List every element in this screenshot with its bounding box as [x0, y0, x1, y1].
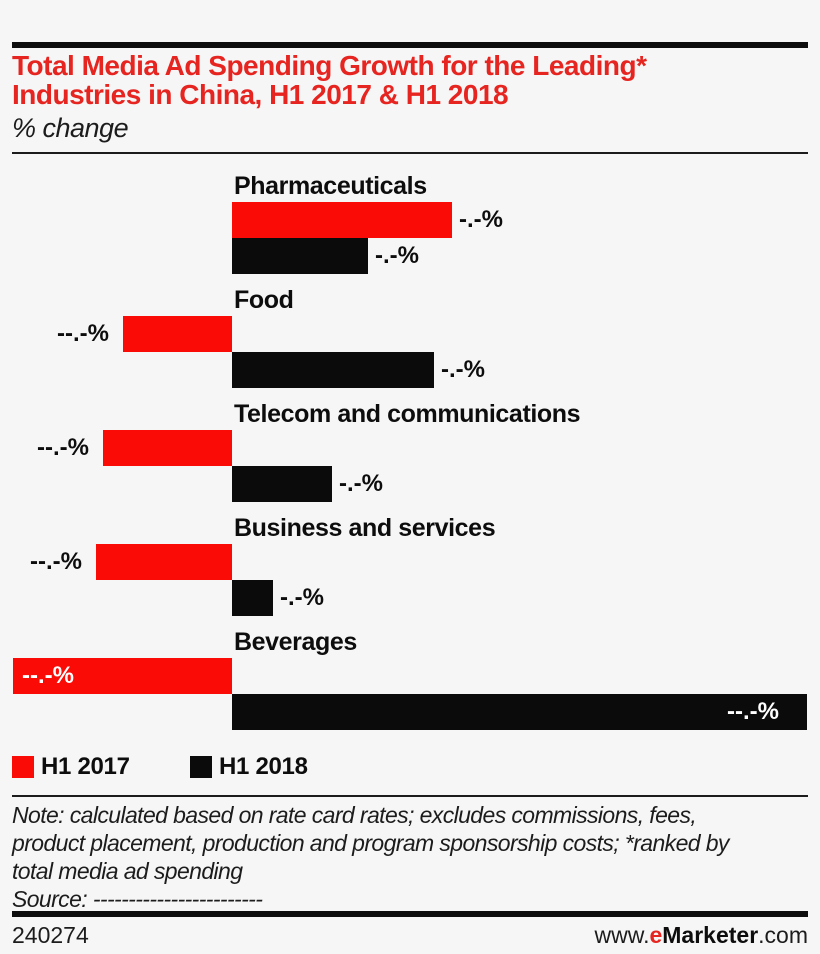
- value-label-h1-2017-beverages: --.-%: [22, 662, 74, 689]
- value-label-h1-2018-beverages: --.-%: [727, 698, 779, 725]
- footnote-line-3: total media ad spending: [12, 858, 243, 884]
- bar-h1-2018-beverages: [232, 694, 807, 730]
- legend-swatch-h1-2017: [12, 756, 34, 778]
- bar-h1-2017-beverages: [13, 658, 232, 694]
- chart-title-line2: Industries in China, H1 2017 & H1 2018: [12, 79, 509, 110]
- footnote-line-1: Note: calculated based on rate card rate…: [12, 802, 697, 828]
- footer: 240274 www.eMarketer.com: [12, 922, 808, 950]
- category-label-business-and-services: Business and services: [234, 514, 496, 542]
- value-label-h1-2017-food: --.-%: [57, 320, 109, 347]
- bar-h1-2018-business-and-services: [232, 580, 273, 616]
- value-label-h1-2018-food: -.-%: [441, 356, 485, 383]
- website-url-www: www.: [594, 922, 650, 948]
- value-label-h1-2018-pharmaceuticals: -.-%: [375, 242, 419, 269]
- bar-h1-2017-food: [123, 316, 232, 352]
- legend-label-h1-2017: H1 2017: [41, 753, 130, 780]
- website-url-brand: Marketer: [662, 922, 759, 948]
- top-divider: [12, 42, 808, 48]
- value-label-h1-2018-business-and-services: -.-%: [280, 584, 324, 611]
- chart-title-line1: Total Media Ad Spending Growth for the L…: [12, 50, 647, 81]
- legend-item-h1-2018: H1 2018: [190, 753, 308, 781]
- bar-h1-2017-telecom-and-communications: [103, 430, 232, 466]
- category-label-pharmaceuticals: Pharmaceuticals: [234, 172, 427, 200]
- value-label-h1-2018-telecom-and-communications: -.-%: [339, 470, 383, 497]
- website-url: www.eMarketer.com: [595, 922, 808, 948]
- chart-title: Total Media Ad Spending Growth for the L…: [12, 51, 808, 109]
- chart-subtitle: % change: [12, 113, 129, 143]
- footer-divider: [12, 911, 808, 917]
- subtitle-divider: [12, 152, 808, 154]
- chart-legend: H1 2017 H1 2018: [0, 753, 820, 783]
- footnote-divider: [12, 795, 808, 797]
- bar-chart: Pharmaceuticals -.-% -.-% Food --.-% -.-% Tele…: [13, 172, 807, 730]
- bar-h1-2017-pharmaceuticals: [232, 202, 452, 238]
- bar-h1-2018-food: [232, 352, 434, 388]
- legend-swatch-h1-2018: [190, 756, 212, 778]
- value-label-h1-2017-business-and-services: --.-%: [30, 548, 82, 575]
- bar-h1-2018-telecom-and-communications: [232, 466, 332, 502]
- footnote-line-4: Source: ------------------------: [12, 886, 263, 912]
- category-label-beverages: Beverages: [234, 628, 357, 656]
- legend-item-h1-2017: H1 2017: [12, 753, 130, 781]
- bar-h1-2018-pharmaceuticals: [232, 238, 368, 274]
- bar-h1-2017-business-and-services: [96, 544, 232, 580]
- website-url-e: e: [649, 922, 663, 948]
- footnote: Note: calculated based on rate card rate…: [12, 801, 808, 913]
- website-url-com: .com: [758, 922, 808, 948]
- category-label-telecom-and-communications: Telecom and communications: [234, 400, 581, 428]
- chart-id: 240274: [12, 922, 89, 948]
- value-label-h1-2017-telecom-and-communications: --.-%: [37, 434, 89, 461]
- category-label-food: Food: [234, 286, 294, 314]
- footnote-line-2: product placement, production and progra…: [12, 830, 729, 856]
- legend-label-h1-2018: H1 2018: [219, 753, 308, 780]
- value-label-h1-2017-pharmaceuticals: -.-%: [459, 206, 503, 233]
